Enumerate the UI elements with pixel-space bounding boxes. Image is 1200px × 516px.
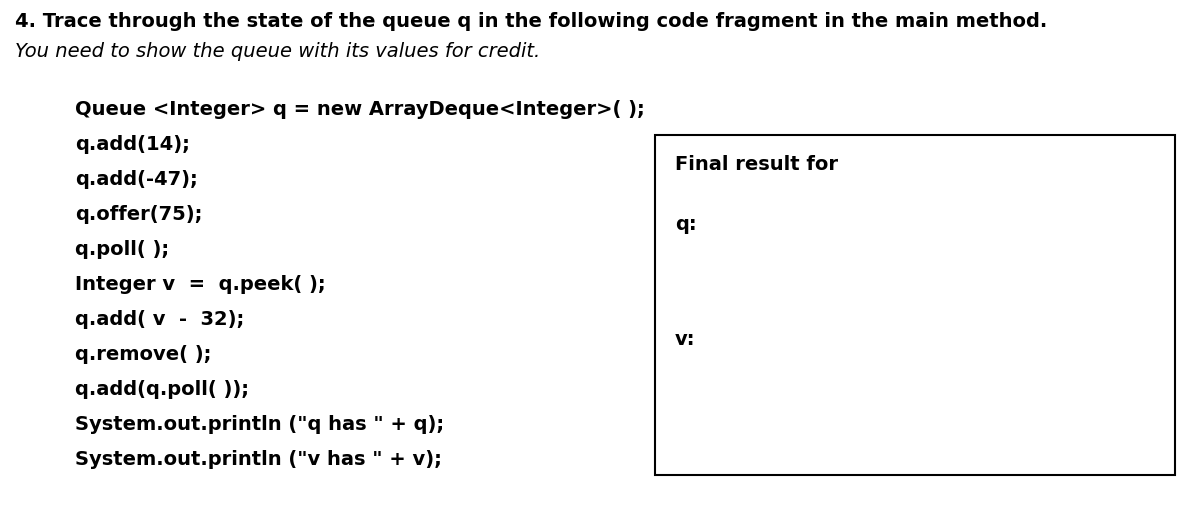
Text: q.add(14);: q.add(14);	[74, 135, 190, 154]
Text: System.out.println ("q has " + q);: System.out.println ("q has " + q);	[74, 415, 444, 434]
Text: Integer v  =  q.peek( );: Integer v = q.peek( );	[74, 275, 325, 294]
Text: q.add(q.poll( ));: q.add(q.poll( ));	[74, 380, 250, 399]
Bar	[655, 135, 1175, 475]
Text: Final result for: Final result for	[674, 155, 838, 174]
Text: q.add(-47);: q.add(-47);	[74, 170, 198, 189]
Text: You need to show the queue with its values for credit.: You need to show the queue with its valu…	[14, 42, 540, 61]
Text: v:: v:	[674, 330, 696, 349]
Text: q.poll( );: q.poll( );	[74, 240, 169, 259]
Text: q.add( v  -  32);: q.add( v - 32);	[74, 310, 245, 329]
Text: q.offer(75);: q.offer(75);	[74, 205, 203, 224]
Text: System.out.println ("v has " + v);: System.out.println ("v has " + v);	[74, 450, 442, 469]
Text: q.remove( );: q.remove( );	[74, 345, 211, 364]
Text: Queue <Integer> q = new ArrayDeque<Integer>( );: Queue <Integer> q = new ArrayDeque<Integ…	[74, 100, 644, 119]
Text: q:: q:	[674, 215, 697, 234]
Text: 4. Trace through the state of the queue q in the following code fragment in the : 4. Trace through the state of the queue …	[14, 12, 1048, 31]
